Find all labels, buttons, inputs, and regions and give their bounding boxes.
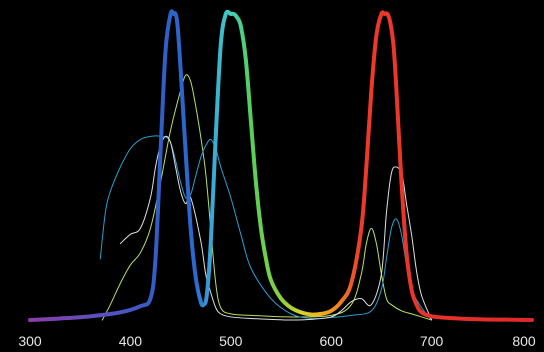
x-tick-label-300: 300	[18, 333, 42, 349]
x-tick-label-400: 400	[119, 333, 143, 349]
absorption-series-line-1	[101, 74, 433, 321]
series-layer	[28, 9, 534, 322]
x-tick-label-800: 800	[512, 333, 536, 349]
absorption-series-line-2	[99, 135, 433, 321]
x-tick-label-600: 600	[320, 333, 344, 349]
x-tick-label-500: 500	[219, 333, 243, 349]
spectrum-emission-line	[28, 9, 534, 322]
x-axis-ticks: 300 400 500 600 700 800	[18, 333, 536, 349]
x-tick-label-700: 700	[420, 333, 444, 349]
